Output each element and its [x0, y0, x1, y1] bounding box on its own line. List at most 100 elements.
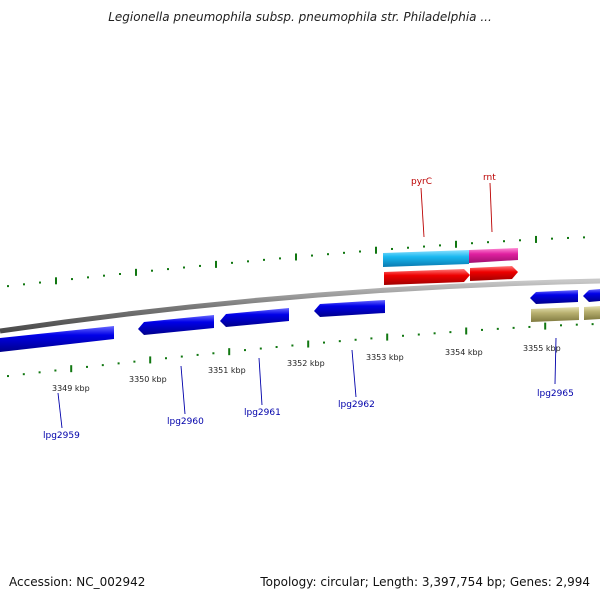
forward-feature-rnt[interactable] — [469, 248, 518, 263]
reverse-track-tick — [449, 331, 452, 334]
forward-track-tick — [119, 272, 121, 275]
reverse-track-tick — [54, 369, 57, 372]
forward-track-tick — [503, 240, 505, 243]
forward-track-tick — [7, 285, 9, 288]
reverse-track-tick — [244, 349, 246, 352]
reverse-track-tick — [70, 365, 73, 373]
feature-khaki-2[interactable] — [584, 306, 600, 320]
gene-label-lpg2960[interactable]: lpg2960 — [167, 417, 204, 427]
forward-track-tick — [311, 254, 313, 257]
reverse-track-tick — [370, 337, 373, 340]
gene-feature-right-edge[interactable] — [583, 289, 600, 302]
reverse-track-tick — [465, 327, 468, 335]
reverse-track-tick — [259, 347, 262, 350]
forward-track-tick — [247, 260, 249, 263]
forward-track-tick — [375, 246, 377, 254]
reverse-track-tick — [22, 373, 25, 376]
forward-tick-track — [7, 235, 585, 288]
reverse-track-tick — [338, 340, 341, 343]
forward-track-tick — [183, 266, 185, 269]
forward-track-tick — [151, 269, 153, 272]
gene-feature-lpg2961[interactable] — [220, 308, 289, 327]
forward-track-tick — [567, 236, 569, 239]
gene-feature-lpg2962[interactable] — [314, 300, 385, 317]
reverse-track-tick — [149, 356, 152, 364]
forward-track-tick — [55, 277, 57, 285]
forward-track-tick — [327, 253, 329, 256]
forward-track-tick — [199, 264, 201, 267]
forward-track-tick — [215, 260, 217, 268]
reverse-track-tick — [196, 353, 199, 356]
gene-leader-lines — [57, 337, 557, 429]
forward-track-tick — [535, 235, 537, 243]
forward-track-tick — [423, 245, 425, 248]
reverse-track-tick — [402, 334, 404, 337]
forward-track-tick — [487, 241, 489, 244]
reverse-track-tick — [307, 340, 310, 348]
forward-track-tick — [551, 237, 553, 240]
reverse-track-tick — [591, 323, 594, 326]
forward-track-tick — [71, 278, 73, 281]
forward-track-tick — [135, 268, 137, 276]
genome-backbone — [0, 278, 600, 334]
forward-track-tick — [23, 283, 25, 286]
reverse-track-tick — [575, 323, 578, 326]
forward-track-tick — [391, 247, 393, 250]
reverse-track-tick — [117, 362, 120, 365]
reverse-track-tick — [228, 348, 231, 356]
reverse-track-tick — [354, 338, 357, 341]
reverse-track-tick — [86, 365, 88, 368]
reverse-track-tick — [433, 332, 436, 335]
forward-track-tick — [39, 281, 41, 284]
gene-feature-lpg2965[interactable] — [530, 290, 578, 304]
feature-khaki-1[interactable] — [531, 307, 579, 322]
reverse-track-tick — [212, 352, 215, 355]
tick-label: 3354 kbp — [445, 348, 483, 357]
forward-track-tick — [359, 250, 361, 253]
forward-track-tick — [263, 258, 265, 261]
gene-leader-lines-red — [420, 182, 493, 238]
reverse-feature-red-2[interactable] — [470, 266, 518, 281]
forward-track-tick — [519, 239, 521, 242]
accession-text: Accession: NC_002942 — [9, 575, 146, 589]
reverse-track-tick — [544, 322, 547, 330]
gene-label-lpg2962[interactable]: lpg2962 — [338, 400, 375, 410]
forward-track-tick — [87, 276, 89, 279]
reverse-track-tick — [417, 333, 420, 336]
reverse-track-tick — [180, 355, 183, 358]
forward-track-tick — [279, 257, 281, 260]
forward-track-tick — [167, 268, 169, 271]
tick-label: 3355 kbp — [523, 344, 561, 353]
gene-label-pyrC[interactable]: pyrC — [411, 177, 432, 187]
reverse-track-tick — [133, 360, 136, 363]
reverse-track-tick — [7, 375, 9, 378]
reverse-track-tick — [481, 328, 483, 331]
reverse-track-tick — [101, 364, 104, 367]
reverse-track-tick — [528, 325, 531, 328]
genome-stats-text: Topology: circular; Length: 3,397,754 bp… — [260, 575, 590, 589]
gene-feature-lpg2960[interactable] — [138, 315, 214, 335]
forward-track-tick — [471, 242, 473, 245]
reverse-feature-red-1[interactable] — [384, 269, 470, 285]
gene-label-rnt[interactable]: rnt — [483, 173, 496, 183]
gene-label-lpg2959[interactable]: lpg2959 — [43, 431, 80, 441]
forward-track-tick — [231, 261, 233, 264]
gene-feature-lpg2959[interactable] — [0, 326, 114, 352]
forward-feature-pyrC[interactable] — [383, 250, 469, 267]
reverse-track-tick — [560, 324, 562, 327]
reverse-track-tick — [496, 327, 499, 330]
reverse-tick-track — [7, 322, 594, 378]
forward-track-tick — [583, 236, 585, 239]
forward-track-tick — [103, 274, 105, 277]
tick-label: 3349 kbp — [52, 384, 90, 393]
forward-track-tick — [407, 246, 409, 249]
forward-track-tick — [295, 253, 297, 261]
gene-label-lpg2965[interactable]: lpg2965 — [537, 389, 574, 399]
forward-track-tick — [343, 251, 345, 254]
map-title: Legionella pneumophila subsp. pneumophil… — [108, 10, 492, 24]
gene-label-lpg2961[interactable]: lpg2961 — [244, 408, 281, 418]
reverse-track-tick — [275, 346, 278, 349]
tick-label: 3353 kbp — [366, 353, 404, 362]
tick-label: 3351 kbp — [208, 366, 246, 375]
